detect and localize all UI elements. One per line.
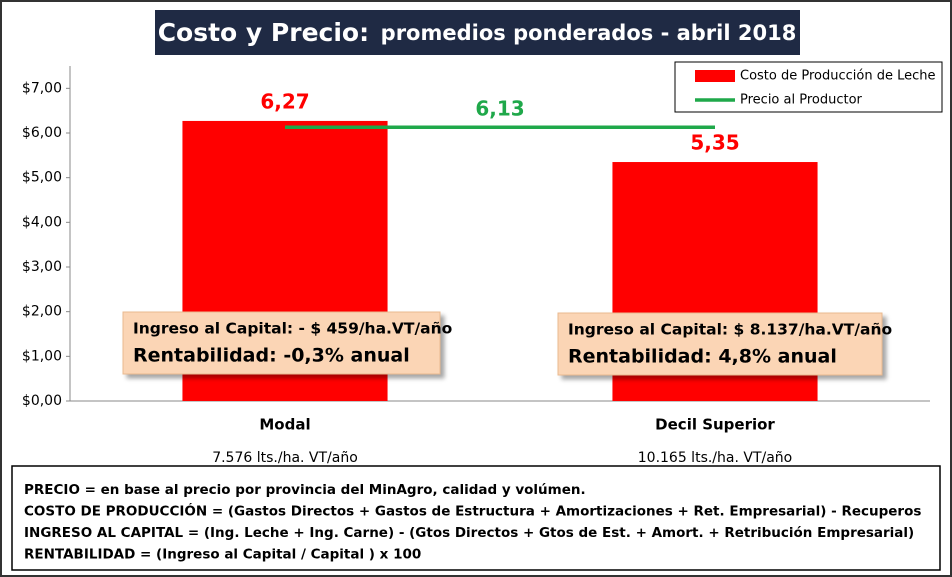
- chart-title: Costo y Precio: promedios ponderados - a…: [158, 18, 797, 47]
- data-label: 5,35: [690, 131, 739, 155]
- x-tick-label: Modal: [259, 416, 310, 434]
- legend-label: Costo de Producción de Leche: [740, 69, 936, 84]
- legend-swatch: [695, 70, 735, 82]
- annotation-text: Rentabilidad: -0,3% anual: [133, 345, 410, 367]
- footnote: PRECIO = en base al precio por provincia…: [24, 482, 586, 498]
- y-tick-label: $6,00: [22, 125, 62, 141]
- footnote: COSTO DE PRODUCCIÓN = (Gastos Directos +…: [24, 502, 921, 520]
- y-tick-label: $5,00: [22, 170, 62, 186]
- annotation-text: Ingreso al Capital: - $ 459/ha.VT/año: [133, 320, 452, 338]
- y-tick-label: $1,00: [22, 348, 62, 364]
- title-rest: promedios ponderados - abril 2018: [381, 21, 797, 45]
- footnote-box: [11, 465, 941, 571]
- annotation-box: [122, 311, 441, 375]
- title-box: [155, 10, 800, 55]
- title-main: Costo y Precio:: [158, 18, 369, 47]
- footnote: RENTABILIDAD = (Ingreso al Capital / Cap…: [24, 547, 421, 563]
- footnote: INGRESO AL CAPITAL = (Ing. Leche + Ing. …: [24, 525, 914, 541]
- y-tick-label: $0,00: [22, 393, 62, 409]
- y-tick-label: $4,00: [22, 214, 62, 230]
- x-sublabel: 10.165 lts./ha. VT/año: [638, 450, 793, 466]
- annotation-box: [557, 312, 883, 376]
- data-label: 6,27: [260, 89, 309, 113]
- line-label: 6,13: [475, 97, 524, 121]
- x-tick-label: Decil Superior: [655, 416, 775, 434]
- annotation-text: Rentabilidad: 4,8% anual: [568, 346, 837, 368]
- y-tick-label: $7,00: [22, 80, 62, 96]
- x-sublabel: 7.576 lts./ha. VT/año: [212, 450, 358, 466]
- legend-label: Precio al Productor: [740, 93, 863, 108]
- annotation-text: Ingreso al Capital: $ 8.137/ha.VT/año: [568, 321, 892, 339]
- y-tick-label: $3,00: [22, 259, 62, 275]
- y-tick-label: $2,00: [22, 304, 62, 320]
